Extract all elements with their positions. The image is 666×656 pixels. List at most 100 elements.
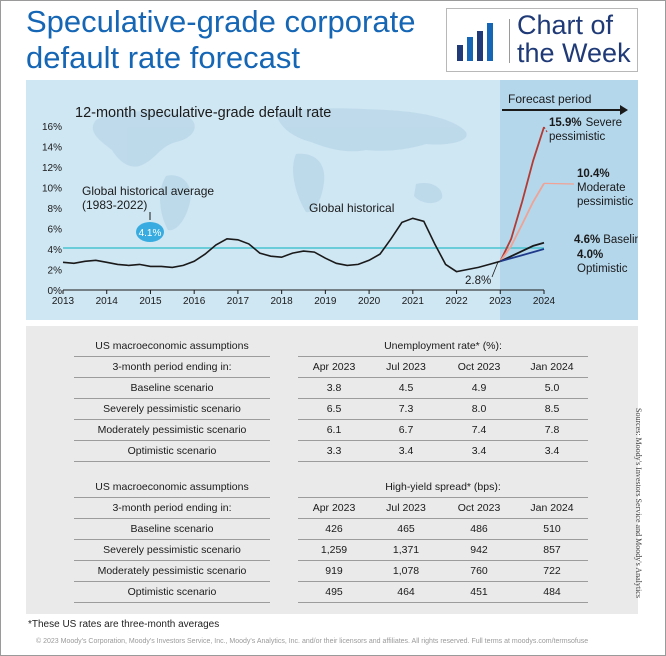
x-tick-label: 2018 <box>271 296 294 307</box>
bar-chart-icon <box>457 23 493 61</box>
default-rate-chart: 0%2%4%6%8%10%12%14%16% 2013 2014 2015 2016 2… <box>42 80 638 320</box>
table-row: Severely pessimistic scenario 6.5 7.3 8.… <box>74 398 588 420</box>
world-map-decoration <box>92 108 467 231</box>
moderate-name-line-2: pessimistic <box>577 196 633 208</box>
table-row: Baseline scenario 426 465 486 510 <box>74 518 588 540</box>
row-label: Baseline scenario <box>74 518 270 540</box>
column-gap <box>270 399 298 420</box>
table-cell: 919 <box>298 560 370 582</box>
column-gap <box>270 498 298 519</box>
row-label: Optimistic scenario <box>74 581 270 603</box>
forecast-period-label: Forecast period <box>508 92 591 106</box>
severe-pessimistic-series <box>499 126 545 262</box>
forecast-series <box>499 126 575 263</box>
table-cell: 1,259 <box>298 539 370 561</box>
table-cell: 484 <box>516 581 588 603</box>
severe-name-line-2: pessimistic <box>549 131 605 143</box>
baseline-series <box>499 241 545 263</box>
x-tick-label: 2020 <box>358 296 381 307</box>
optimistic-name: Optimistic <box>577 263 628 275</box>
table-header-row: US macroeconomic assumptions High-yield … <box>74 477 588 498</box>
column-gap <box>270 540 298 561</box>
default-rate-chart-panel: 0% 2% 4% 6% 8% 10% 12% 14% 16% 2013 2014 2015 2016 2… <box>26 80 638 320</box>
x-axis-ticks: 2013 2014 2015 2016 2017 2018 2019 2020 2021 2022… <box>52 290 556 307</box>
left-header: US macroeconomic assumptions <box>74 477 270 498</box>
severe-label: 15.9% Severe <box>549 117 622 129</box>
footnote: *These US rates are three-month averages <box>28 619 220 630</box>
column-header: Jul 2023 <box>370 356 442 378</box>
row-label: Moderately pessimistic scenario <box>74 560 270 582</box>
table-cell: 465 <box>370 518 442 540</box>
badge-divider <box>509 19 510 63</box>
table-row: Optimistic scenario 3.3 3.4 3.4 3.4 <box>74 440 588 462</box>
y-tick-label: 0% <box>48 286 63 297</box>
table-cell: 6.1 <box>298 419 370 441</box>
severe-label-connector <box>543 126 548 133</box>
table-cell: 3.8 <box>298 377 370 399</box>
title-line-1: Speculative-grade corporate <box>26 4 416 39</box>
badge-line-1: Chart of <box>517 10 614 40</box>
x-tick-label: 2022 <box>445 296 468 307</box>
sources-note: Sources: Moody's Investors Service and M… <box>634 408 643 598</box>
period-label: 3-month period ending in: <box>74 497 270 519</box>
column-gap <box>270 561 298 582</box>
x-tick-label: 2024 <box>533 296 556 307</box>
x-tick-label: 2023 <box>489 296 512 307</box>
row-label: Optimistic scenario <box>74 440 270 462</box>
table-cell: 464 <box>370 581 442 603</box>
historical-end-connector <box>491 261 499 278</box>
badge-text: Chart of the Week <box>517 11 631 67</box>
table-cell: 7.3 <box>370 398 442 420</box>
table-cell: 5.0 <box>516 377 588 399</box>
average-value-bubble <box>136 222 164 242</box>
table-cell: 3.4 <box>516 440 588 462</box>
table-cell: 1,078 <box>370 560 442 582</box>
high-yield-spread-table: US macroeconomic assumptions High-yield … <box>74 477 588 603</box>
table-cell: 8.5 <box>516 398 588 420</box>
y-tick-label: 10% <box>42 184 62 195</box>
forecast-arrow-head-icon <box>620 105 628 115</box>
column-gap <box>270 378 298 399</box>
y-tick-label: 6% <box>48 225 63 236</box>
table-cell: 7.4 <box>442 419 516 441</box>
optimistic-value-label: 4.0% <box>577 249 603 261</box>
baseline-label: 4.6%Baseline <box>574 234 638 246</box>
moderate-value-label: 10.4% <box>577 168 610 180</box>
moderate-name-line-1: Moderate <box>577 182 626 194</box>
table-cell: 3.4 <box>442 440 516 462</box>
y-tick-label: 2% <box>48 266 63 277</box>
table-cell: 426 <box>298 518 370 540</box>
table-cell: 942 <box>442 539 516 561</box>
row-label: Baseline scenario <box>74 377 270 399</box>
right-header: Unemployment rate* (%): <box>298 336 588 357</box>
column-header: Jan 2024 <box>516 497 588 519</box>
badge-line-2: the Week <box>517 38 631 68</box>
copyright-notice: © 2023 Moody's Corporation, Moody's Inve… <box>36 638 589 645</box>
row-label: Moderately pessimistic scenario <box>74 419 270 441</box>
table-cell: 486 <box>442 518 516 540</box>
moderate-pessimistic-series <box>499 182 545 262</box>
y-tick-label: 8% <box>48 204 63 215</box>
baseline-value-label: 4.6% <box>574 234 600 246</box>
table-cell: 1,371 <box>370 539 442 561</box>
table-header-row: US macroeconomic assumptions Unemploymen… <box>74 336 588 357</box>
table-cell: 6.7 <box>370 419 442 441</box>
severe-name-line-1: Severe <box>586 117 622 129</box>
table-cell: 3.4 <box>370 440 442 462</box>
column-gap <box>270 582 298 603</box>
table-row: 3-month period ending in: Apr 2023 Jul 2… <box>74 497 588 519</box>
x-tick-label: 2014 <box>96 296 119 307</box>
table-cell: 3.3 <box>298 440 370 462</box>
table-cell: 8.0 <box>442 398 516 420</box>
column-header: Oct 2023 <box>442 497 516 519</box>
table-cell: 722 <box>516 560 588 582</box>
column-header: Oct 2023 <box>442 356 516 378</box>
table-cell: 6.5 <box>298 398 370 420</box>
table-cell: 510 <box>516 518 588 540</box>
x-tick-label: 2013 <box>52 296 75 307</box>
column-header: Apr 2023 <box>298 497 370 519</box>
left-header: US macroeconomic assumptions <box>74 336 270 357</box>
y-tick-label: 12% <box>42 163 62 174</box>
table-cell: 7.8 <box>516 419 588 441</box>
table-row: Moderately pessimistic scenario 6.1 6.7 … <box>74 419 588 441</box>
